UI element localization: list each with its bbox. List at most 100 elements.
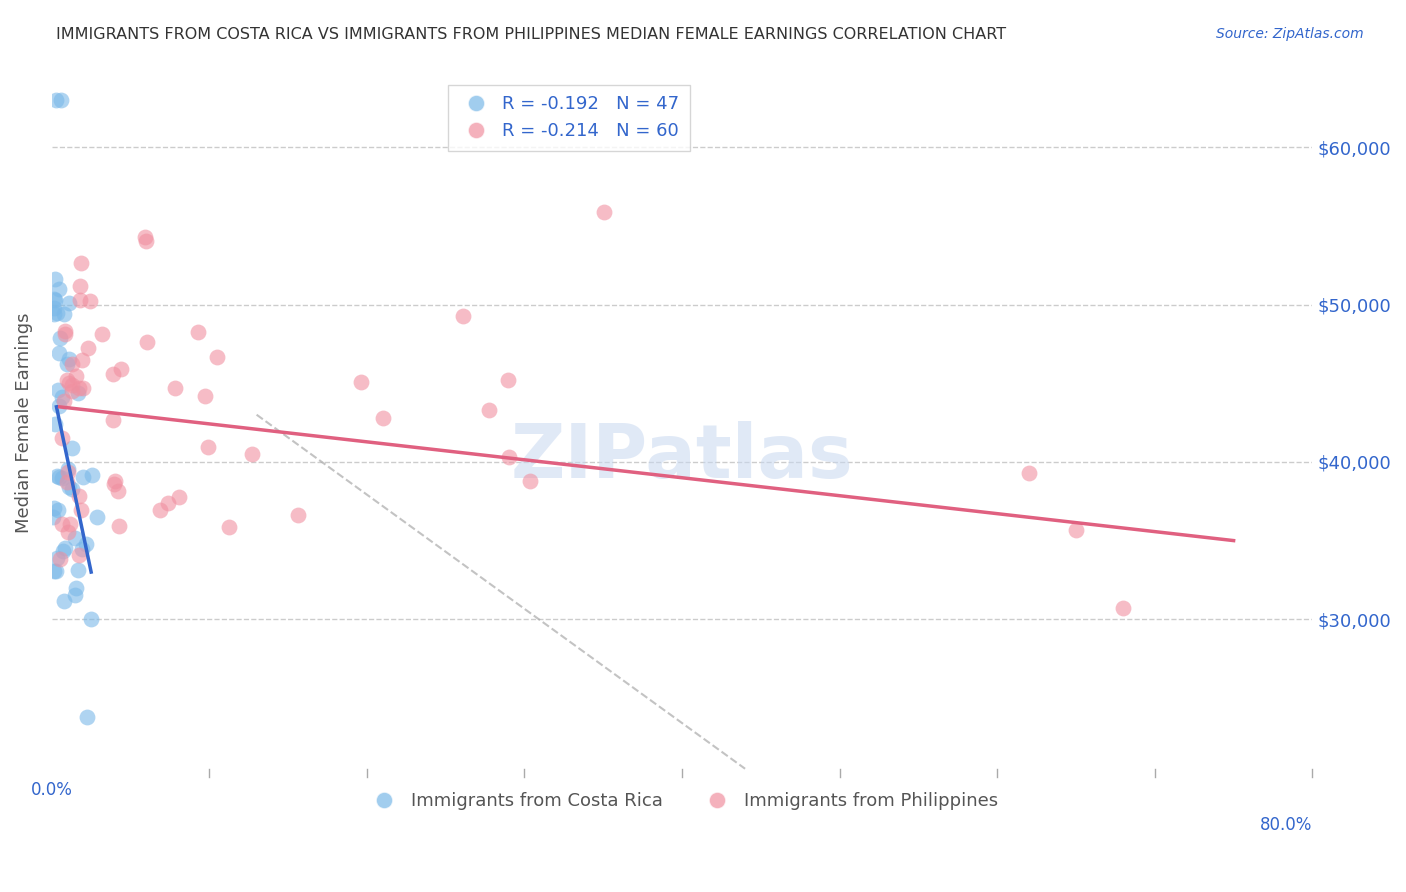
Point: [110, 362, 132, 376]
Point: [240, 447, 263, 461]
Point: [67, 489, 90, 503]
Point: [45, 93, 67, 107]
Point: [205, 351, 228, 365]
Point: [44, 500, 66, 515]
Point: [498, 450, 520, 464]
Point: [55, 541, 77, 556]
Text: Source: ZipAtlas.com: Source: ZipAtlas.com: [1216, 27, 1364, 41]
Point: [44, 417, 66, 431]
Point: [60, 384, 83, 398]
Point: [75, 537, 97, 551]
Point: [44, 307, 66, 321]
Point: [70, 353, 93, 368]
Point: [65, 369, 87, 384]
Legend: Immigrants from Costa Rica, Immigrants from Philippines: Immigrants from Costa Rica, Immigrants f…: [359, 785, 1005, 817]
Point: [373, 410, 395, 425]
Point: [56, 357, 79, 371]
Point: [218, 520, 240, 534]
Point: [48, 470, 70, 484]
Point: [70, 542, 93, 557]
Point: [58, 352, 80, 367]
Point: [45, 469, 67, 483]
Point: [108, 519, 131, 533]
Point: [56, 373, 79, 387]
Point: [44, 292, 66, 306]
Point: [287, 508, 309, 522]
Point: [66, 386, 89, 401]
Point: [134, 230, 156, 244]
Point: [46, 551, 69, 566]
Point: [169, 491, 191, 505]
Point: [56, 475, 79, 489]
Point: [165, 381, 187, 395]
Point: [593, 205, 616, 219]
Point: [53, 594, 76, 608]
Point: [58, 465, 80, 479]
Point: [69, 256, 91, 270]
Point: [72, 470, 94, 484]
Point: [48, 345, 70, 359]
Point: [53, 393, 76, 408]
Point: [65, 581, 87, 595]
Point: [53, 326, 76, 341]
Point: [519, 475, 541, 489]
Point: [51, 470, 73, 484]
Point: [44, 564, 66, 578]
Point: [90, 326, 112, 341]
Text: 80.0%: 80.0%: [1260, 815, 1312, 833]
Point: [350, 375, 373, 389]
Point: [49, 93, 72, 107]
Point: [59, 517, 82, 532]
Point: [56, 462, 79, 476]
Point: [53, 307, 76, 321]
Point: [58, 480, 80, 494]
Point: [67, 380, 90, 394]
Point: [103, 477, 125, 491]
Point: [86, 510, 108, 524]
Point: [52, 544, 75, 558]
Point: [107, 483, 129, 498]
Point: [58, 295, 80, 310]
Point: [69, 278, 91, 293]
Y-axis label: Median Female Earnings: Median Female Earnings: [15, 312, 32, 533]
Point: [69, 293, 91, 307]
Point: [156, 496, 179, 510]
Point: [49, 331, 72, 345]
Point: [46, 306, 69, 320]
Point: [80, 467, 103, 482]
Point: [69, 502, 91, 516]
Point: [42, 301, 65, 316]
Text: ZIPatlas: ZIPatlas: [510, 422, 853, 494]
Point: [496, 373, 519, 387]
Point: [194, 389, 217, 403]
Point: [60, 357, 83, 371]
Point: [67, 549, 90, 563]
Point: [80, 612, 103, 626]
Point: [478, 403, 501, 417]
Point: [187, 325, 209, 339]
Point: [51, 391, 73, 405]
Point: [60, 483, 83, 497]
Point: [77, 341, 100, 355]
Point: [44, 272, 66, 286]
Point: [51, 516, 73, 531]
Point: [76, 710, 98, 724]
Point: [451, 309, 474, 323]
Point: [56, 525, 79, 540]
Point: [60, 441, 83, 455]
Point: [45, 564, 67, 578]
Point: [46, 383, 69, 397]
Point: [67, 563, 90, 577]
Point: [72, 380, 94, 394]
Point: [149, 503, 172, 517]
Point: [79, 293, 101, 308]
Point: [48, 399, 70, 413]
Point: [48, 282, 70, 296]
Point: [42, 510, 65, 524]
Point: [58, 376, 80, 391]
Point: [49, 551, 72, 566]
Point: [63, 587, 86, 601]
Point: [1064, 523, 1087, 537]
Point: [135, 234, 157, 248]
Point: [1112, 601, 1135, 615]
